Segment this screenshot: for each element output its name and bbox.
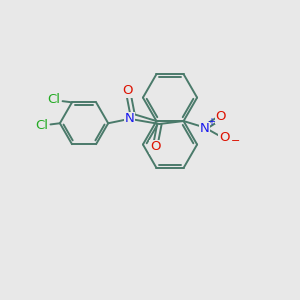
Text: N: N	[200, 122, 210, 136]
Text: O: O	[219, 131, 230, 144]
Text: −: −	[231, 136, 240, 146]
Text: N: N	[125, 112, 135, 125]
Text: +: +	[207, 117, 215, 127]
Text: Cl: Cl	[47, 94, 60, 106]
Text: Cl: Cl	[35, 119, 48, 132]
Text: O: O	[216, 110, 226, 123]
Text: O: O	[150, 140, 160, 154]
Text: O: O	[123, 84, 133, 97]
